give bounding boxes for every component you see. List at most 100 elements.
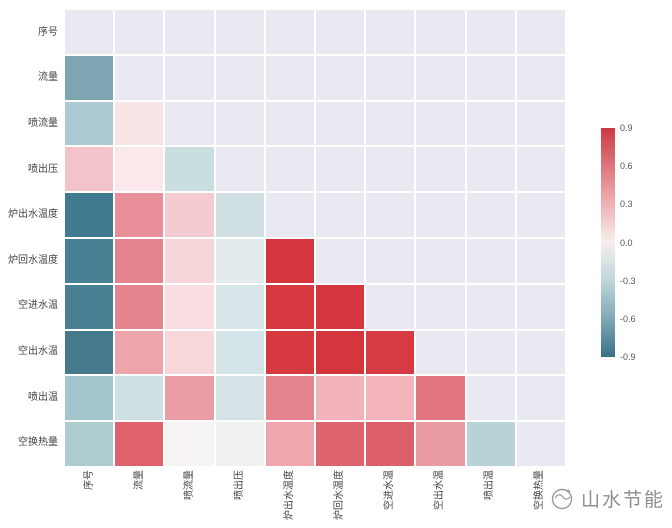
heatmap-cell [165, 284, 214, 329]
x-tick-label: 空进水温 [384, 470, 395, 510]
heatmap-cell [265, 101, 314, 146]
heatmap-cell [466, 10, 515, 54]
heatmap-cell [466, 238, 515, 283]
heatmap-cell [65, 10, 114, 54]
heatmap-cell [165, 422, 214, 466]
y-tick-label: 空出水温 [18, 346, 58, 357]
heatmap-cell [215, 284, 264, 329]
heatmap-cell [165, 101, 214, 146]
heatmap-cell [115, 101, 164, 146]
heatmap-cell [316, 376, 365, 421]
heatmap-cell [416, 422, 465, 466]
heatmap-cell [316, 10, 365, 54]
colorbar-tick-label: 0.9 [620, 123, 633, 133]
heatmap-cell [366, 101, 415, 146]
heatmap-cell [115, 422, 164, 466]
heatmap-cell [115, 238, 164, 283]
heatmap-cell [466, 55, 515, 100]
heatmap-cell [366, 422, 415, 466]
y-tick-label: 喷流量 [28, 118, 58, 129]
heatmap-cell [466, 147, 515, 192]
x-tick-label: 喷出压 [234, 470, 245, 500]
heatmap-cell [366, 238, 415, 283]
heatmap-cell [466, 284, 515, 329]
heatmap-cell [65, 193, 114, 237]
heatmap-cell [115, 193, 164, 237]
heatmap-cell [265, 422, 314, 466]
x-tick-label: 空出水温 [434, 470, 445, 510]
heatmap-cell [516, 422, 565, 466]
heatmap-cell [265, 55, 314, 100]
heatmap-cell [165, 238, 214, 283]
heatmap-cell [516, 55, 565, 100]
heatmap-cell [366, 284, 415, 329]
heatmap-cell [366, 330, 415, 375]
heatmap-cell [65, 147, 114, 192]
heatmap-cell [115, 376, 164, 421]
heatmap-cell [466, 193, 515, 237]
heatmap-cell [466, 330, 515, 375]
heatmap-cell [265, 193, 314, 237]
heatmap-cell [466, 101, 515, 146]
heatmap-cell [316, 422, 365, 466]
heatmap-cell [265, 238, 314, 283]
heatmap-cell [516, 376, 565, 421]
y-tick-label: 序号 [38, 26, 58, 38]
heatmap-cell [316, 284, 365, 329]
y-tick-label: 炉回水温度 [8, 254, 58, 266]
brand-logo-icon [551, 488, 573, 510]
heatmap-cell [65, 376, 114, 421]
heatmap-cell [516, 238, 565, 283]
x-tick-label: 喷流量 [184, 470, 195, 500]
heatmap-cell [115, 284, 164, 329]
heatmap-cell [215, 330, 264, 375]
y-tick-label: 喷出温 [28, 391, 58, 403]
x-tick-label: 空换热量 [534, 470, 545, 510]
heatmap-cell [416, 101, 465, 146]
heatmap-cell [316, 193, 365, 237]
heatmap-cell [215, 55, 264, 100]
heatmap-cell [115, 330, 164, 375]
heatmap-cell [215, 376, 264, 421]
heatmap-cell [265, 284, 314, 329]
heatmap-cell [165, 193, 214, 237]
colorbar-tick-label: -0.3 [620, 275, 636, 286]
heatmap-cell [516, 10, 565, 54]
heatmap-cell [316, 101, 365, 146]
heatmap-cell [265, 147, 314, 192]
heatmap-cell [65, 101, 114, 146]
heatmap-cell [316, 330, 365, 375]
heatmap-cell [165, 376, 214, 421]
heatmap-cell [115, 10, 164, 54]
heatmap-cell [265, 376, 314, 421]
heatmap-cell [115, 147, 164, 192]
y-tick-label: 炉出水温度 [8, 209, 58, 221]
y-tick-label: 空进水温 [18, 300, 58, 312]
heatmap-cell [366, 193, 415, 237]
heatmap-cell [165, 330, 214, 375]
y-tick-label: 流量 [38, 72, 58, 84]
heatmap-cell [516, 147, 565, 192]
y-tick-label: 喷出压 [28, 163, 58, 175]
heatmap-cell [416, 238, 465, 283]
heatmap-cell [316, 238, 365, 283]
heatmap-cell [215, 238, 264, 283]
heatmap-cell [65, 422, 114, 466]
heatmap-cell [416, 193, 465, 237]
x-tick-label: 炉出水温度 [284, 470, 295, 520]
heatmap-cell [516, 284, 565, 329]
x-tick-label: 喷出温 [484, 470, 495, 500]
heatmap-cell [65, 238, 114, 283]
x-tick-label: 流量 [134, 470, 145, 490]
heatmap-cell [165, 147, 214, 192]
heatmap-cell [265, 330, 314, 375]
colorbar [601, 128, 615, 357]
heatmap-cell [416, 284, 465, 329]
heatmap-cell [516, 193, 565, 237]
heatmap-cell [65, 284, 114, 329]
heatmap-cell [316, 55, 365, 100]
colorbar-tick-label: 0.3 [620, 199, 633, 210]
heatmap-cell [215, 101, 264, 146]
colorbar-tick-label: -0.9 [620, 352, 636, 362]
x-tick-label: 序号 [84, 470, 95, 490]
